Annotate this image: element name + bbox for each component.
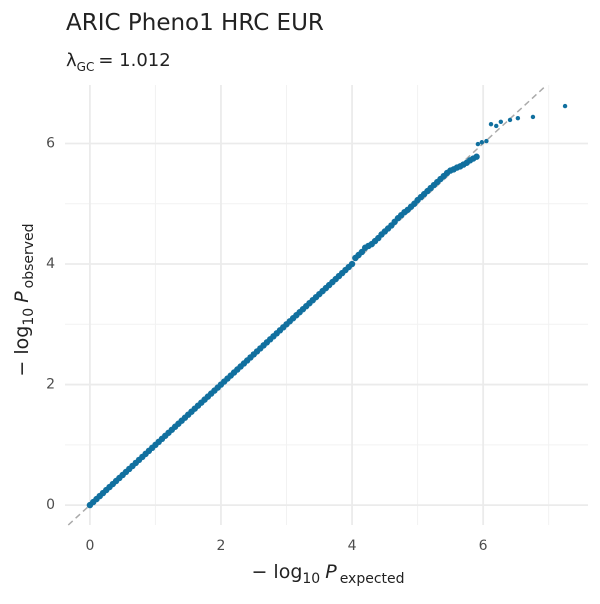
chart-title: ARIC Pheno1 HRC EUR xyxy=(66,10,324,36)
chart-subtitle: λGC = 1.012 xyxy=(66,50,171,74)
y-label-symbol: P xyxy=(11,291,33,303)
y-label-prefix: − log xyxy=(11,326,33,377)
point xyxy=(494,123,499,129)
y-tick-label: 4 xyxy=(46,256,55,272)
subtitle-symbol: λ xyxy=(66,50,77,71)
x-tick-label: 2 xyxy=(217,538,226,554)
x-tick-label: 0 xyxy=(85,538,94,554)
x-tick-label: 6 xyxy=(479,538,488,554)
subtitle-text: = 1.012 xyxy=(98,50,170,71)
y-tick-label: 0 xyxy=(46,497,55,513)
x-label-symbol: P xyxy=(325,561,337,583)
point xyxy=(507,117,513,123)
point xyxy=(488,121,494,127)
y-label-subsymbol: observed xyxy=(21,223,37,288)
point xyxy=(348,260,356,268)
point xyxy=(562,103,568,109)
y-axis-label: − log10 Pobserved xyxy=(11,223,37,376)
subtitle-subscript: GC xyxy=(77,60,95,74)
y-tick-label: 6 xyxy=(46,135,55,151)
x-tick-label: 4 xyxy=(348,538,357,554)
point xyxy=(479,140,485,145)
x-label-subscript: 10 xyxy=(302,571,320,587)
x-label-subsymbol: expected xyxy=(340,571,405,587)
point xyxy=(498,119,504,124)
point xyxy=(515,115,521,121)
y-label-subscript: 10 xyxy=(21,308,37,326)
y-tick-label: 2 xyxy=(46,377,55,393)
point xyxy=(484,138,489,144)
point xyxy=(473,153,480,160)
point xyxy=(475,141,481,147)
x-label-prefix: − log xyxy=(251,561,302,583)
point xyxy=(530,114,536,120)
